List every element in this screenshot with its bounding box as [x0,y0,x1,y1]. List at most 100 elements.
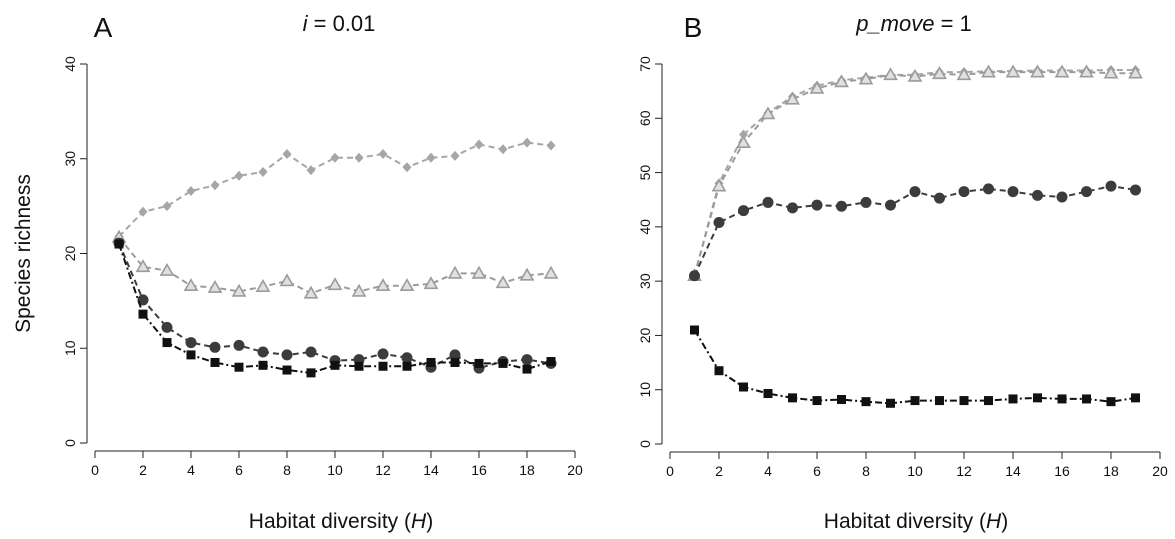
data-point-square [162,338,172,348]
series-triangle [687,64,1143,282]
data-point-triangle [932,66,947,80]
y-tick-label: 70 [637,56,653,72]
data-point-square [763,389,773,399]
x-tick-label: 4 [764,463,772,479]
data-point-circle [377,348,389,360]
x-tick-label: 20 [1152,463,1168,479]
data-point-diamond [474,139,484,150]
data-point-square [984,396,993,406]
data-point-square [690,325,699,335]
data-point-circle [161,321,173,333]
data-point-square [306,368,316,378]
data-point-diamond [522,137,532,148]
data-point-diamond [186,185,196,196]
data-point-circle [1032,189,1043,201]
data-point-triangle [399,278,415,292]
data-point-square [522,364,532,374]
data-point-square [788,393,797,403]
data-point-circle [521,354,533,366]
data-point-triangle [495,275,511,289]
x-tick-label: 18 [519,462,535,478]
series-diamond [114,137,556,242]
x-tick-label: 2 [715,463,723,479]
x-tick-label: 2 [139,462,147,478]
data-point-square [138,309,148,319]
x-tick-label: 12 [375,462,391,478]
x-tick-label: 4 [187,462,195,478]
data-point-square [402,361,412,371]
data-point-circle [934,192,945,204]
data-point-square [258,360,268,370]
data-point-triangle [447,265,463,279]
data-point-triangle [543,265,559,279]
data-point-triangle [183,278,199,292]
data-point-diamond [546,140,556,151]
data-point-square [959,396,969,406]
y-tick-label: 10 [62,340,78,356]
data-point-diamond [378,149,388,160]
panel-letter: B [684,12,703,43]
data-point-square [910,396,920,406]
data-point-square [114,239,124,249]
panel-title-value: = 1 [934,11,971,36]
x-tick-label: 8 [862,463,870,479]
data-point-square [1131,393,1140,403]
x-tick-label: 6 [235,462,243,478]
series-diamond [690,64,1140,281]
data-point-circle [281,349,293,361]
data-point-circle [185,337,197,349]
data-point-circle [787,202,798,214]
data-point-triangle [159,262,175,276]
x-axis-label-variable: H [986,510,1002,533]
data-point-circle [958,186,970,198]
data-point-triangle [785,91,800,105]
data-point-diamond [450,150,460,161]
x-tick-label: 18 [1103,463,1119,479]
y-tick-label: 30 [62,151,78,167]
data-point-circle [738,205,749,217]
data-point-square [330,360,340,370]
y-tick-label: 20 [62,246,78,262]
data-point-diamond [354,152,364,163]
series-line [693,329,1136,405]
data-point-square [812,396,822,406]
x-tick-label: 12 [956,463,972,479]
data-point-square [450,357,460,367]
series-line [118,243,552,374]
data-point-triangle [956,67,972,81]
x-axis-label-text: Habitat diversity ( [249,510,411,533]
data-point-circle [257,346,269,358]
x-tick-label: 14 [423,462,439,478]
data-point-triangle [1005,64,1021,78]
data-point-triangle [1079,64,1094,78]
data-point-diamond [402,162,412,173]
data-point-square [1008,394,1018,404]
panel-title-value: = 0.01 [308,11,376,36]
x-tick-label: 20 [567,462,583,478]
data-point-circle [713,217,725,229]
data-point-circle [1130,184,1141,196]
data-point-diamond [210,180,220,191]
data-point-circle [233,339,245,351]
x-axis-label: Habitat diversity (H) [824,510,1008,533]
data-point-square [282,365,292,375]
data-point-triangle [279,273,295,287]
data-point-square [935,396,944,406]
data-point-triangle [760,106,776,120]
data-point-circle [305,346,317,358]
y-tick-label: 0 [637,440,653,448]
series-square [690,325,1140,408]
x-tick-label: 8 [283,462,291,478]
data-point-triangle [981,64,996,78]
panel-title-variable: i [303,11,309,36]
panel-title-variable: p_move [855,11,934,36]
x-tick-label: 0 [666,463,674,479]
data-point-diamond [306,165,316,176]
data-point-triangle [351,283,367,297]
series-line [693,185,1136,277]
data-point-square [739,382,748,392]
data-point-circle [1007,186,1019,198]
data-point-circle [885,199,896,211]
data-point-triangle [736,135,751,149]
